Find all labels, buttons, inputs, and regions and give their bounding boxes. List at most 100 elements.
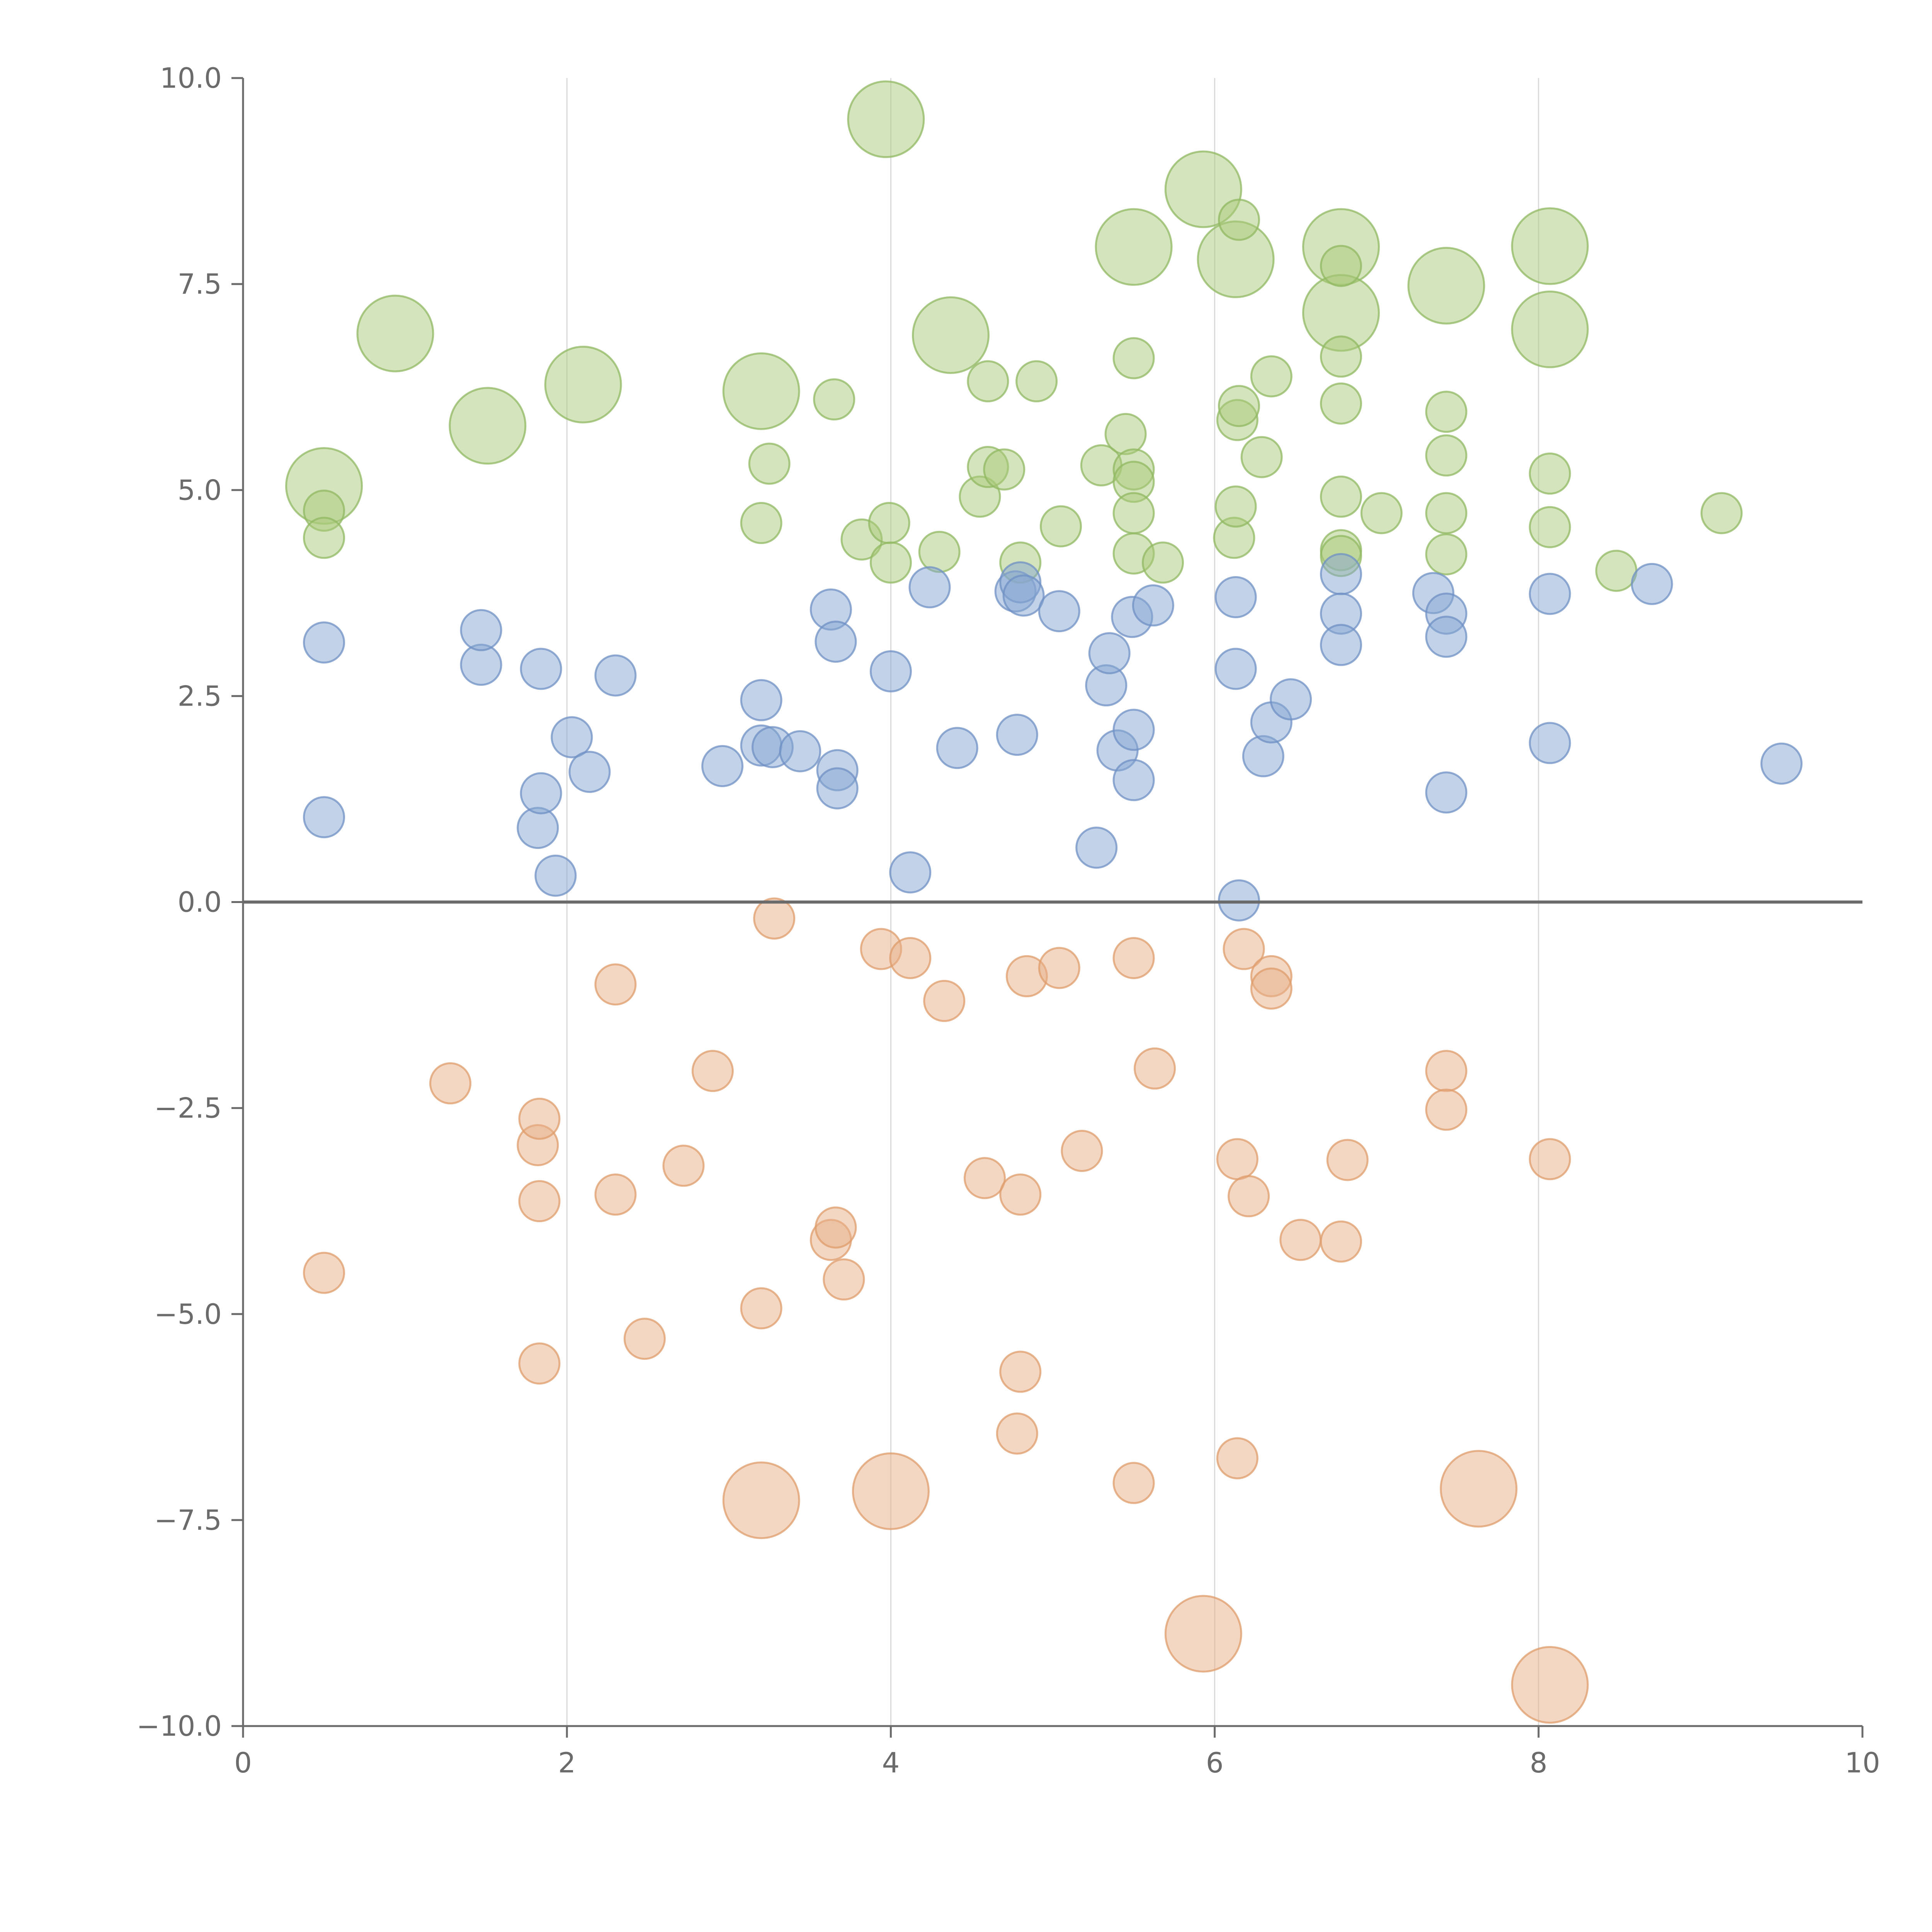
orange-bubble	[1061, 1130, 1103, 1172]
blue-bubble	[1088, 632, 1131, 674]
green-bubble	[1320, 335, 1362, 378]
blue-bubble	[1214, 648, 1257, 690]
blue-bubble	[594, 654, 637, 697]
green-bubble	[813, 378, 855, 421]
blue-bubble	[1112, 759, 1155, 801]
orange-bubble	[303, 1252, 345, 1294]
blue-bubble	[1038, 590, 1080, 633]
green-bubble	[722, 352, 800, 430]
green-bubble	[1218, 385, 1260, 427]
green-bubble	[1360, 492, 1403, 534]
orange-bubble	[1529, 1138, 1571, 1180]
blue-bubble	[816, 767, 859, 810]
green-bubble	[1039, 505, 1082, 548]
green-bubble	[1407, 247, 1485, 325]
blue-bubble	[701, 745, 744, 787]
blue-bubble	[1075, 827, 1118, 869]
orange-bubble	[1038, 947, 1080, 989]
blue-bubble	[1214, 576, 1257, 618]
green-bubble	[356, 294, 434, 372]
orange-bubble	[996, 1412, 1038, 1455]
blue-bubble	[1425, 616, 1468, 658]
y-tick-label: −5.0	[154, 1298, 222, 1330]
y-tick-label: −7.5	[154, 1504, 222, 1536]
orange-bubble	[823, 1258, 865, 1301]
blue-bubble	[1132, 584, 1174, 627]
green-bubble	[1511, 207, 1589, 285]
blue-bubble	[1002, 574, 1045, 617]
orange-bubble	[753, 897, 796, 940]
green-bubble	[544, 345, 622, 423]
blue-bubble	[996, 714, 1038, 756]
y-tick-label: 5.0	[177, 474, 222, 506]
y-tick-label: 10.0	[160, 62, 222, 94]
orange-bubble	[1164, 1595, 1242, 1673]
blue-bubble	[1218, 879, 1260, 922]
green-bubble	[967, 360, 1009, 403]
green-bubble	[1095, 208, 1173, 286]
orange-bubble	[662, 1145, 705, 1187]
y-tick-label: 7.5	[177, 268, 222, 300]
green-bubble	[869, 541, 912, 584]
bubble-layer	[285, 80, 1803, 1724]
x-tick-label: 0	[234, 1747, 252, 1779]
green-bubble	[1700, 492, 1743, 534]
orange-bubble	[999, 1173, 1042, 1216]
green-bubble	[918, 531, 961, 573]
green-bubble	[1218, 199, 1260, 241]
orange-bubble	[852, 1452, 930, 1530]
orange-bubble	[429, 1062, 471, 1105]
y-tick-label: −2.5	[154, 1092, 222, 1124]
x-tick-label: 10	[1845, 1747, 1880, 1779]
green-bubble	[303, 517, 345, 559]
green-bubble	[868, 502, 910, 544]
blue-bubble	[936, 727, 978, 769]
x-tick-label: 2	[558, 1747, 576, 1779]
orange-bubble	[1250, 967, 1293, 1010]
green-bubble	[748, 442, 791, 485]
blue-bubble	[1112, 709, 1155, 751]
green-bubble	[1425, 391, 1468, 433]
green-bubble	[1529, 506, 1571, 548]
blue-bubble	[779, 730, 821, 772]
blue-bubble	[740, 679, 782, 721]
green-bubble	[983, 448, 1026, 491]
blue-bubble	[551, 716, 593, 759]
axis-layer: −10.0 −7.5 −5.0 −2.5 0.0 2.5 5.0 7.5 10.0 0 2 4 6 8 10	[136, 62, 1880, 1779]
blue-bubble	[303, 621, 345, 664]
green-bubble	[1595, 549, 1638, 592]
blue-bubble	[1425, 771, 1468, 814]
orange-bubble	[1279, 1219, 1322, 1261]
green-bubble	[1425, 533, 1468, 576]
blue-bubble	[1529, 722, 1571, 764]
orange-bubble	[623, 1318, 666, 1360]
green-bubble	[1214, 485, 1257, 528]
blue-bubble	[1320, 553, 1362, 595]
orange-bubble	[691, 1050, 734, 1092]
green-bubble	[1240, 436, 1283, 478]
green-bubble	[1112, 337, 1155, 379]
blue-bubble	[460, 609, 502, 651]
blue-bubble	[869, 650, 912, 692]
blue-bubble	[815, 621, 857, 663]
orange-bubble	[518, 1342, 561, 1385]
orange-bubble	[999, 1350, 1042, 1393]
green-bubble	[1511, 290, 1589, 368]
green-bubble	[1250, 355, 1293, 398]
blue-bubble	[303, 796, 345, 838]
orange-bubble	[1112, 1462, 1155, 1504]
orange-bubble	[1216, 1437, 1259, 1480]
blue-bubble	[1529, 573, 1571, 615]
blue-bubble	[1320, 624, 1362, 666]
orange-bubble	[1320, 1220, 1362, 1263]
orange-bubble	[923, 980, 966, 1022]
orange-bubble	[1440, 1450, 1518, 1528]
y-tick-label: −10.0	[136, 1710, 222, 1742]
green-bubble	[1320, 475, 1362, 518]
green-bubble	[1320, 245, 1362, 287]
green-bubble	[1320, 382, 1362, 425]
green-bubble	[912, 296, 990, 374]
green-bubble	[847, 80, 925, 158]
orange-bubble	[1223, 928, 1265, 970]
blue-bubble	[1270, 678, 1312, 721]
